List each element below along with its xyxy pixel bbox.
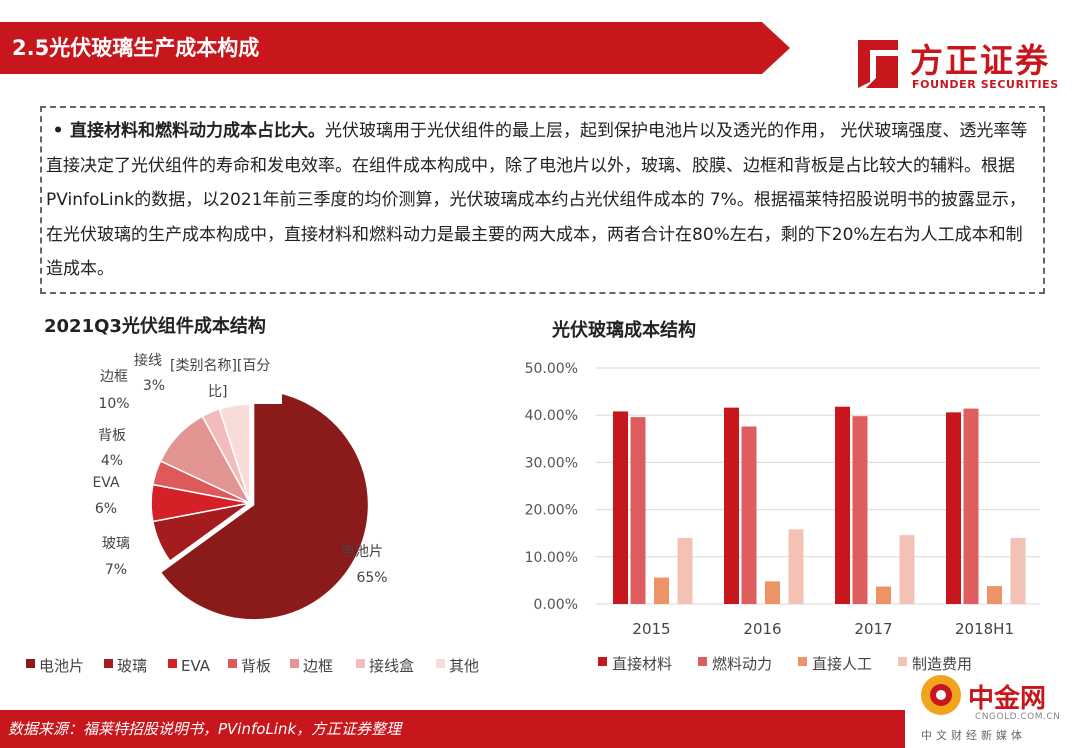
watermark-text: 中金网 xyxy=(968,684,1047,714)
logo-mark xyxy=(858,40,898,88)
callout-box xyxy=(166,352,282,404)
x-tick-label: 2018H1 xyxy=(955,620,1014,638)
legend-label: EVA xyxy=(181,657,211,675)
bar xyxy=(630,417,646,604)
bar xyxy=(852,416,868,604)
bullet-point: • xyxy=(52,121,64,141)
y-tick-label: 10.00% xyxy=(525,550,578,566)
legend-label: 其他 xyxy=(449,657,479,675)
x-tick-label: 2017 xyxy=(854,620,892,638)
x-tick-label: 2015 xyxy=(632,620,670,638)
watermark-url: CNGOLD.COM.CN xyxy=(975,712,1061,722)
bar xyxy=(963,408,979,604)
legend-label: 燃料动力 xyxy=(712,655,772,673)
legend-label: 制造费用 xyxy=(912,655,972,673)
legend-label: 边框 xyxy=(303,657,333,675)
legend-label: 背板 xyxy=(241,657,271,675)
summary-body: 光伏玻璃用于光伏组件的最上层，起到保护电池片以及透光的作用， 光伏玻璃强度、透光… xyxy=(46,121,1028,279)
legend-label: 直接人工 xyxy=(812,655,872,673)
legend-swatch xyxy=(598,657,607,666)
summary-box xyxy=(40,106,1045,294)
pie-label: 电池片 xyxy=(341,544,383,560)
pie-percent-label: 65% xyxy=(356,570,387,586)
legend-label: 电池片 xyxy=(39,657,84,675)
pie-percent-label: 10% xyxy=(98,396,129,412)
data-source: 数据来源：福莱特招股说明书，PVinfoLink，方正证券整理 xyxy=(8,720,402,738)
bar xyxy=(876,586,891,604)
pie-slice xyxy=(159,389,370,621)
legend-swatch xyxy=(436,659,445,668)
y-tick-label: 50.00% xyxy=(525,361,578,377)
bar-chart-title: 光伏玻璃成本结构 xyxy=(552,320,696,341)
footer-bar xyxy=(0,710,905,748)
pie-percent-label: 7% xyxy=(105,562,127,578)
pie-label: 玻璃 xyxy=(102,535,130,552)
pie-slice xyxy=(218,403,251,504)
legend-swatch xyxy=(104,659,113,668)
legend-swatch xyxy=(290,659,299,668)
logo-subtitle: FOUNDER SECURITIES xyxy=(912,78,1059,91)
y-tick-label: 0.00% xyxy=(534,597,578,613)
bar xyxy=(613,411,628,604)
bar xyxy=(1010,537,1026,604)
bar xyxy=(677,537,693,604)
legend-label: 接线盒 xyxy=(369,657,414,675)
bar xyxy=(741,426,757,604)
bar xyxy=(835,406,850,604)
pie-percent-label: 3% xyxy=(143,378,165,394)
legend-swatch xyxy=(26,659,35,668)
watermark-logo-icon xyxy=(921,675,961,715)
pie-label: EVA xyxy=(92,475,120,491)
bar xyxy=(654,577,669,604)
title-banner xyxy=(0,22,790,74)
pie-chart: 电池片 65% 玻璃 7% EVA 6% 背板 4% 边框 10% 接线 3% [类别名称][百分比] 电… xyxy=(26,352,479,675)
pie-chart-title: 2021Q3光伏组件成本结构 xyxy=(44,316,266,337)
watermark-tagline: 中文财经新媒体 xyxy=(921,729,1026,742)
x-tick-label: 2016 xyxy=(743,620,781,638)
pie-label: 边框 xyxy=(100,369,128,385)
legend-swatch xyxy=(698,657,707,666)
legend-swatch xyxy=(356,659,365,668)
bar xyxy=(788,529,804,604)
page-title: 2.5光伏玻璃生产成本构成 xyxy=(12,36,260,60)
legend-label: 玻璃 xyxy=(117,657,147,675)
legend-swatch xyxy=(168,659,177,668)
bar xyxy=(765,581,780,604)
bar-chart: 0.00% 10.00% 20.00% 30.00% 40.00% 50.00% 2015 2… xyxy=(525,361,1040,673)
callout-text: [类别名称][百分 xyxy=(170,358,270,374)
summary-lead: 直接材料和燃料动力成本占比大。 xyxy=(70,121,325,141)
pie-percent-label: 4% xyxy=(101,453,123,469)
bar xyxy=(899,535,915,604)
bar xyxy=(987,586,1002,604)
legend-swatch xyxy=(798,657,807,666)
legend-swatch xyxy=(898,657,907,666)
legend-label: 直接材料 xyxy=(612,655,672,673)
pie-label: 背板 xyxy=(98,428,126,444)
pie-percent-label: 6% xyxy=(95,501,117,517)
y-tick-label: 40.00% xyxy=(525,408,578,424)
legend-swatch xyxy=(228,659,237,668)
y-tick-label: 30.00% xyxy=(525,455,578,471)
logo-text: 方正证券 xyxy=(910,41,1050,80)
bar xyxy=(946,412,961,604)
y-tick-label: 20.00% xyxy=(525,503,578,519)
callout-text: 比] xyxy=(208,384,227,400)
bar xyxy=(724,407,739,604)
summary-text: • 直接材料和燃料动力成本占比大。光伏玻璃用于光伏组件的最上层，起到保护电池片以及… xyxy=(46,114,1034,287)
pie-label: 接线 xyxy=(134,352,162,369)
